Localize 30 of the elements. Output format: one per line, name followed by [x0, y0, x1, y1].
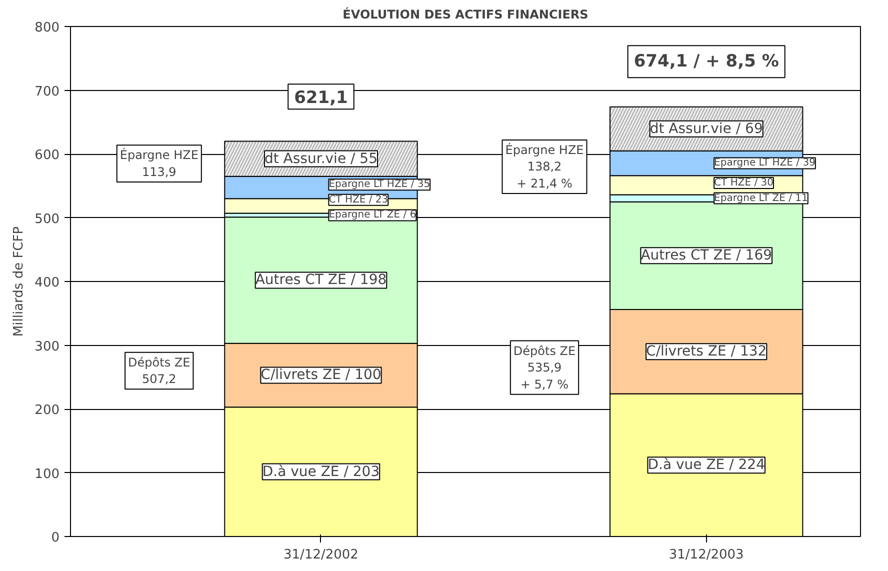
y-tick-label: 700	[34, 84, 60, 100]
chart-title: ÉVOLUTION DES ACTIFS FINANCIERS	[342, 6, 588, 22]
y-tick-label: 600	[34, 148, 60, 163]
data-label: CT HZE / 23	[328, 194, 388, 206]
data-label: dt Assur.vie / 69	[650, 120, 763, 137]
annotation: 674,1 / + 8,5 %	[634, 52, 779, 72]
annotation: 621,1	[294, 88, 348, 108]
data-label: C/livrets ZE / 132	[646, 344, 767, 360]
data-label: Epargne LT ZE / 11	[714, 192, 808, 204]
data-label: dt Assur.vie / 55	[264, 150, 378, 167]
x-tick-label: 31/12/2002	[284, 548, 358, 562]
data-label: Epargne LT HZE / 39	[714, 158, 816, 169]
annotation: Dépôts ZE 507,2	[128, 355, 190, 386]
y-tick-label: 800	[34, 20, 60, 36]
y-tick-label: 100	[34, 466, 60, 482]
annotation: Dépôts ZE 535,9 + 5,7 %	[513, 344, 576, 392]
annotation: Épargne HZE 138,2 + 21,4 %	[505, 142, 584, 191]
data-label: D.à vue ZE / 224	[648, 457, 766, 474]
y-tick-label: 200	[34, 403, 60, 418]
data-label: D.à vue ZE / 203	[262, 464, 380, 480]
y-tick-label: 300	[34, 339, 60, 354]
data-label: Epargne LT HZE / 35	[328, 179, 430, 190]
y-tick-label: 500	[34, 212, 60, 227]
data-label: C/livrets ZE / 100	[260, 367, 382, 384]
y-axis-title: Milliards de FCFP	[12, 226, 27, 337]
y-tick-label: 400	[34, 276, 60, 290]
x-tick-label: 31/12/2003	[668, 548, 744, 562]
data-label: CT HZE / 30	[714, 178, 774, 189]
y-tick-label: 0	[51, 530, 60, 546]
annotation: Épargne HZE 113,9	[120, 147, 198, 179]
